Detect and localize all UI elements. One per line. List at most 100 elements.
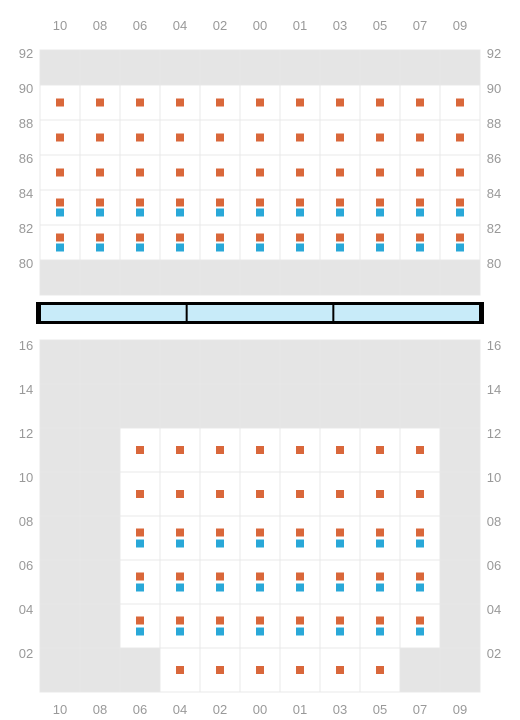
top-cell[interactable] <box>320 50 360 85</box>
bottom-cell[interactable] <box>160 604 200 648</box>
bottom-cell[interactable] <box>80 384 120 428</box>
top-cell[interactable] <box>40 190 80 225</box>
bottom-cell[interactable] <box>360 604 400 648</box>
bottom-cell[interactable] <box>200 516 240 560</box>
bottom-cell[interactable] <box>120 604 160 648</box>
bottom-cell[interactable] <box>280 560 320 604</box>
bottom-cell[interactable] <box>40 604 80 648</box>
bottom-cell[interactable] <box>320 340 360 384</box>
top-cell[interactable] <box>160 225 200 260</box>
bottom-cell[interactable] <box>40 340 80 384</box>
top-cell[interactable] <box>80 260 120 295</box>
bottom-cell[interactable] <box>120 384 160 428</box>
bottom-cell[interactable] <box>120 340 160 384</box>
top-cell[interactable] <box>80 225 120 260</box>
top-cell[interactable] <box>400 50 440 85</box>
bottom-cell[interactable] <box>80 604 120 648</box>
top-cell[interactable] <box>80 190 120 225</box>
top-cell[interactable] <box>320 225 360 260</box>
top-cell[interactable] <box>400 260 440 295</box>
top-cell[interactable] <box>40 260 80 295</box>
bottom-cell[interactable] <box>240 604 280 648</box>
top-cell[interactable] <box>240 50 280 85</box>
bottom-cell[interactable] <box>40 384 80 428</box>
bottom-cell[interactable] <box>200 384 240 428</box>
top-cell[interactable] <box>280 225 320 260</box>
bottom-cell[interactable] <box>320 516 360 560</box>
bottom-cell[interactable] <box>440 384 480 428</box>
bottom-cell[interactable] <box>320 604 360 648</box>
bottom-cell[interactable] <box>280 604 320 648</box>
bottom-cell[interactable] <box>280 384 320 428</box>
bottom-cell[interactable] <box>440 340 480 384</box>
bottom-cell[interactable] <box>280 516 320 560</box>
top-cell[interactable] <box>240 225 280 260</box>
top-cell[interactable] <box>120 260 160 295</box>
top-cell[interactable] <box>160 190 200 225</box>
bottom-cell[interactable] <box>120 648 160 692</box>
bottom-cell[interactable] <box>40 428 80 472</box>
top-cell[interactable] <box>40 225 80 260</box>
top-cell[interactable] <box>400 225 440 260</box>
bottom-cell[interactable] <box>400 560 440 604</box>
top-cell[interactable] <box>440 50 480 85</box>
top-cell[interactable] <box>320 190 360 225</box>
bottom-cell[interactable] <box>80 340 120 384</box>
top-cell[interactable] <box>200 50 240 85</box>
bottom-cell[interactable] <box>80 472 120 516</box>
bottom-cell[interactable] <box>160 560 200 604</box>
bottom-cell[interactable] <box>240 560 280 604</box>
top-cell[interactable] <box>40 50 80 85</box>
bottom-cell[interactable] <box>120 560 160 604</box>
top-cell[interactable] <box>120 225 160 260</box>
bottom-cell[interactable] <box>320 560 360 604</box>
bottom-cell[interactable] <box>240 516 280 560</box>
top-cell[interactable] <box>200 225 240 260</box>
bottom-cell[interactable] <box>320 384 360 428</box>
top-cell[interactable] <box>240 260 280 295</box>
top-cell[interactable] <box>120 190 160 225</box>
bottom-cell[interactable] <box>400 516 440 560</box>
bottom-cell[interactable] <box>80 648 120 692</box>
bottom-cell[interactable] <box>160 516 200 560</box>
top-cell[interactable] <box>200 260 240 295</box>
bottom-cell[interactable] <box>440 604 480 648</box>
bottom-cell[interactable] <box>80 428 120 472</box>
bottom-cell[interactable] <box>360 384 400 428</box>
bottom-cell[interactable] <box>440 648 480 692</box>
bottom-cell[interactable] <box>200 340 240 384</box>
bottom-cell[interactable] <box>360 516 400 560</box>
bottom-cell[interactable] <box>80 560 120 604</box>
bottom-cell[interactable] <box>440 516 480 560</box>
top-cell[interactable] <box>240 190 280 225</box>
bottom-cell[interactable] <box>160 340 200 384</box>
top-cell[interactable] <box>280 190 320 225</box>
bottom-cell[interactable] <box>120 516 160 560</box>
top-cell[interactable] <box>120 50 160 85</box>
top-cell[interactable] <box>280 50 320 85</box>
bottom-cell[interactable] <box>400 384 440 428</box>
bottom-cell[interactable] <box>40 560 80 604</box>
bottom-cell[interactable] <box>200 604 240 648</box>
bottom-cell[interactable] <box>280 340 320 384</box>
top-cell[interactable] <box>160 260 200 295</box>
bottom-cell[interactable] <box>400 604 440 648</box>
bottom-cell[interactable] <box>200 560 240 604</box>
bottom-cell[interactable] <box>440 428 480 472</box>
bottom-cell[interactable] <box>40 648 80 692</box>
bottom-cell[interactable] <box>40 472 80 516</box>
top-cell[interactable] <box>80 50 120 85</box>
top-cell[interactable] <box>360 190 400 225</box>
top-cell[interactable] <box>400 190 440 225</box>
top-cell[interactable] <box>440 190 480 225</box>
bottom-cell[interactable] <box>240 384 280 428</box>
bottom-cell[interactable] <box>160 384 200 428</box>
bottom-cell[interactable] <box>360 560 400 604</box>
top-cell[interactable] <box>360 225 400 260</box>
top-cell[interactable] <box>280 260 320 295</box>
bottom-cell[interactable] <box>440 472 480 516</box>
bottom-cell[interactable] <box>40 516 80 560</box>
top-cell[interactable] <box>440 225 480 260</box>
bottom-cell[interactable] <box>240 340 280 384</box>
top-cell[interactable] <box>440 260 480 295</box>
